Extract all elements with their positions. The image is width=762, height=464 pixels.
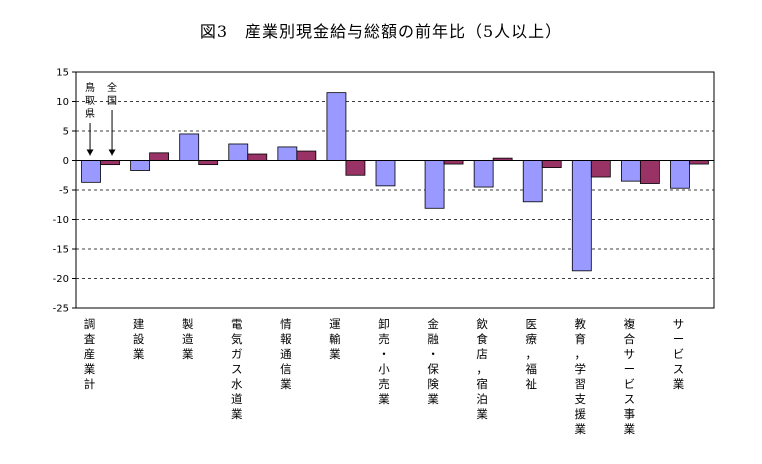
- bar: [179, 133, 200, 161]
- category-label: 教育，学習支援業: [575, 317, 587, 436]
- bar: [81, 160, 101, 183]
- bar: [247, 153, 268, 161]
- bar: [443, 160, 464, 165]
- bar: [326, 92, 347, 161]
- bars: [81, 92, 709, 272]
- category-label: 飲食店，宿泊業: [476, 317, 488, 421]
- category-label: 調査産業計: [84, 317, 96, 391]
- bar: [424, 160, 445, 209]
- category-label: 卸売・小売業: [378, 317, 390, 406]
- bar: [277, 146, 298, 161]
- bar: [375, 160, 396, 187]
- category-label: 情報通信業: [280, 317, 292, 391]
- plot-frame: [75, 71, 715, 309]
- bar: [670, 160, 690, 189]
- y-tick-label: -20: [53, 274, 69, 285]
- bar: [620, 160, 641, 182]
- category-labels: 調査産業計 建設業 製造業 電気ガス水道業 情報通信業 運輸業 卸売・小売業 金融・保険業 飲食…: [84, 317, 685, 436]
- arrow-head-icon: [108, 149, 116, 156]
- category-label: 複合サービス事業: [624, 317, 636, 436]
- bar: [296, 150, 317, 161]
- y-tick-label: -5: [59, 186, 69, 197]
- arrow-head-icon: [86, 149, 94, 156]
- y-tick-label: 10: [56, 97, 69, 108]
- bar: [639, 160, 660, 184]
- bar: [100, 160, 120, 166]
- category-label: サービス業: [673, 317, 685, 391]
- bar: [541, 160, 562, 168]
- annotation-label: 全国: [107, 81, 117, 107]
- y-tick-labels: 15 10 5 0 -5 -10 -15 -20 -25: [53, 68, 69, 315]
- bar: [198, 160, 219, 166]
- category-label: 運輸業: [329, 317, 341, 361]
- category-label: 医療，福祉: [525, 317, 537, 391]
- y-tick-label: 5: [63, 127, 69, 138]
- bar: [130, 160, 151, 171]
- y-tick-label: 15: [56, 68, 69, 79]
- category-label: 電気ガス水道業: [231, 317, 243, 421]
- annotations: 鳥取県 全国: [85, 81, 117, 156]
- grid-lines: [76, 101, 714, 279]
- y-tick-label: -25: [53, 304, 69, 315]
- y-tick-label: -10: [53, 215, 69, 226]
- bar: [689, 160, 709, 165]
- category-label: 製造業: [182, 317, 194, 361]
- category-label: 建設業: [133, 317, 145, 361]
- bar: [345, 160, 366, 176]
- annotation-label: 鳥取県: [85, 81, 95, 120]
- axes: [72, 71, 715, 309]
- bar: [473, 160, 494, 188]
- y-tick-label: -15: [53, 245, 69, 256]
- y-tick-label: 0: [63, 156, 69, 167]
- bar: [522, 160, 543, 203]
- category-label: 金融・保険業: [427, 317, 439, 406]
- bar: [228, 143, 249, 161]
- chart-title: 図3 産業別現金給与総額の前年比（5人以上）: [199, 22, 563, 41]
- bar: [149, 152, 170, 161]
- bar: [571, 160, 592, 272]
- bar: [590, 160, 611, 178]
